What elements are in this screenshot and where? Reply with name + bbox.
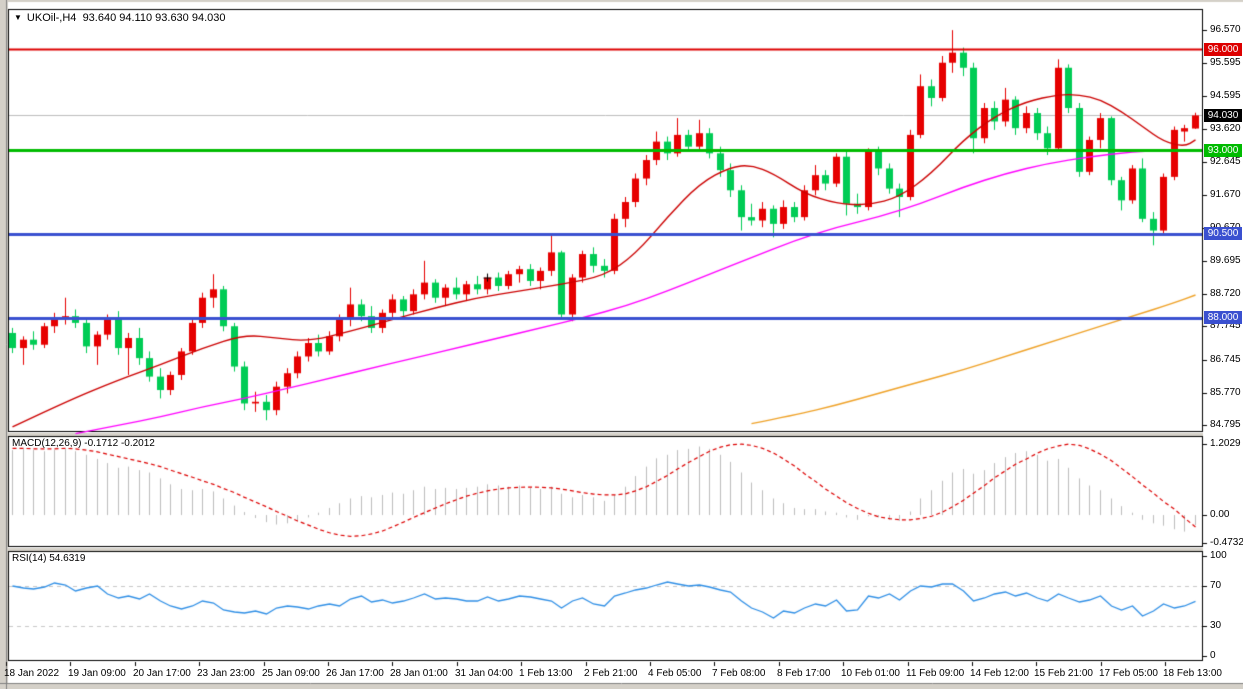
current-price-badge: 94.030 <box>1204 108 1242 122</box>
time-axis-label: 15 Feb 21:00 <box>1034 668 1093 679</box>
time-axis-label: 28 Jan 01:00 <box>390 668 448 679</box>
macd-tick-label: -0.4732 <box>1210 537 1243 548</box>
chevron-down-icon[interactable]: ▼ <box>14 13 22 22</box>
price-tick-label: 93.620 <box>1210 123 1241 135</box>
chart-title: ▼ UKOil-,H4 93.640 94.110 93.630 94.030 <box>14 12 226 24</box>
rsi-tick-label: 0 <box>1210 650 1216 661</box>
rsi-indicator-label: RSI(14) 54.6319 <box>12 553 86 564</box>
price-level-badge: 96.000 <box>1204 42 1242 56</box>
price-level-badge: 93.000 <box>1204 143 1242 157</box>
time-axis-label: 2 Feb 21:00 <box>584 668 638 679</box>
time-axis-label: 20 Jan 17:00 <box>133 668 191 679</box>
price-tick-label: 85.770 <box>1210 386 1241 398</box>
ohlc-values: 93.640 94.110 93.630 94.030 <box>82 12 226 24</box>
time-axis-label: 26 Jan 17:00 <box>326 668 384 679</box>
time-axis-label: 7 Feb 08:00 <box>712 668 766 679</box>
time-axis-label: 1 Feb 13:00 <box>519 668 573 679</box>
rsi-tick-label: 70 <box>1210 580 1222 591</box>
time-axis-label: 11 Feb 09:00 <box>906 668 965 679</box>
time-axis-label: 4 Feb 05:00 <box>648 668 702 679</box>
time-axis-label: 18 Feb 13:00 <box>1163 668 1222 679</box>
price-tick-label: 87.745 <box>1210 320 1241 332</box>
price-tick-label: 95.595 <box>1210 56 1241 68</box>
macd-tick-label: 1.2029 <box>1210 438 1241 449</box>
time-axis-label: 14 Feb 12:00 <box>970 668 1029 679</box>
price-tick-label: 91.670 <box>1210 188 1241 200</box>
time-axis-label: 8 Feb 17:00 <box>777 668 831 679</box>
price-tick-label: 96.570 <box>1210 24 1241 36</box>
rsi-tick-label: 30 <box>1210 620 1222 631</box>
time-axis-label: 18 Jan 2022 <box>4 668 60 679</box>
price-tick-label: 88.720 <box>1210 287 1241 299</box>
price-tick-label: 94.595 <box>1210 90 1241 102</box>
rsi-tick-label: 100 <box>1210 550 1227 561</box>
time-axis-label: 25 Jan 09:00 <box>262 668 320 679</box>
price-level-badge: 88.000 <box>1204 311 1242 325</box>
time-axis-label: 10 Feb 01:00 <box>841 668 900 679</box>
time-axis-label: 17 Feb 05:00 <box>1099 668 1158 679</box>
macd-tick-label: 0.00 <box>1210 509 1230 521</box>
price-tick-label: 84.795 <box>1210 419 1241 431</box>
time-axis-label: 19 Jan 09:00 <box>68 668 126 679</box>
time-axis-label: 23 Jan 23:00 <box>197 668 255 679</box>
time-axis-label: 31 Jan 04:00 <box>455 668 513 679</box>
price-tick-label: 89.695 <box>1210 254 1241 266</box>
symbol-period-label: UKOil-,H4 <box>26 12 77 24</box>
price-tick-label: 92.645 <box>1210 155 1241 167</box>
macd-indicator-label: MACD(12,26,9) -0.1712 -0.2012 <box>12 438 155 449</box>
price-tick-label: 86.745 <box>1210 353 1241 365</box>
price-level-badge: 90.500 <box>1204 227 1242 241</box>
